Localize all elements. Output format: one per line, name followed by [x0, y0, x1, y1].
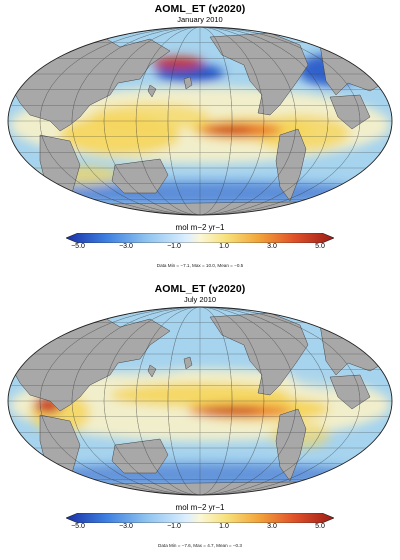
colorbar-tick: 5.0	[315, 243, 325, 250]
graticule-meridian	[103, 307, 297, 495]
colorbar-tick: 3.0	[267, 243, 277, 250]
colorbar-gradient	[66, 513, 334, 523]
graticule-meridian	[167, 307, 233, 495]
data-stats: Data Min = −7.6, Max = 4.7, Mean = −0.3	[158, 543, 242, 548]
land-mass	[147, 84, 157, 98]
world-map-january	[7, 26, 393, 216]
map-subtitle: January 2010	[177, 15, 223, 24]
colorbar-tick: −5.0	[71, 523, 85, 530]
graticule-meridian	[39, 307, 361, 495]
graticule-meridian	[39, 27, 361, 215]
colorbar-unit-label: mol m−2 yr−1	[175, 503, 225, 512]
map-border	[7, 26, 393, 216]
land-mass	[147, 364, 157, 378]
colorbar-tick: −1.0	[167, 523, 181, 530]
flux-region	[200, 407, 260, 415]
colorbar-unit-label: mol m−2 yr−1	[175, 223, 225, 232]
colorbar-tick: 1.0	[219, 523, 229, 530]
flux-region	[152, 57, 204, 69]
map-subtitle: July 2010	[183, 295, 217, 304]
land-mass	[275, 128, 307, 202]
world-map-july	[7, 306, 393, 496]
colorbar-tick: −3.0	[119, 523, 133, 530]
map-panel-july: AOML_ET (v2020) July 2010 −5.0 −3.0 −1.0…	[0, 280, 400, 560]
graticule	[8, 307, 392, 495]
colorbar-tick: −3.0	[119, 243, 133, 250]
map-title: AOML_ET (v2020)	[154, 283, 246, 295]
colorbar-tick: −1.0	[167, 243, 181, 250]
graticule-meridian	[71, 27, 329, 215]
graticule-meridian	[103, 27, 297, 215]
map-title: AOML_ET (v2020)	[154, 3, 246, 15]
colorbar-bar	[66, 513, 334, 523]
flux-region	[208, 126, 252, 134]
land-mass	[111, 158, 169, 194]
land-mass	[183, 356, 193, 370]
land-mass	[275, 408, 307, 482]
graticule	[8, 27, 392, 215]
colorbar-tick: −5.0	[71, 243, 85, 250]
graticule-meridian	[135, 27, 265, 215]
colorbar-gradient	[66, 233, 334, 243]
graticule-meridian	[71, 307, 329, 495]
colorbar-tick: 1.0	[219, 243, 229, 250]
graticule-meridian	[167, 27, 233, 215]
land-mass	[111, 438, 169, 474]
map-border	[7, 306, 393, 496]
flux-region	[90, 103, 210, 131]
data-stats: Data Min = −7.1, Max = 10.0, Mean = −0.5	[156, 263, 244, 268]
land-mass	[183, 76, 193, 90]
colorbar-bar	[66, 233, 334, 243]
colorbar-tick: 5.0	[315, 523, 325, 530]
colorbar-tick: 3.0	[267, 523, 277, 530]
graticule-meridian	[135, 307, 265, 495]
map-panel-january: AOML_ET (v2020) January 2010 −5.0 −3.0 −…	[7, 3, 393, 268]
